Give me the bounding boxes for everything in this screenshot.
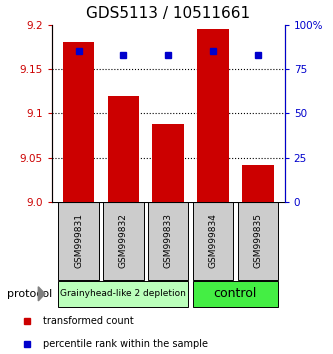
Bar (197, 29, 229, 202)
Bar (58, 281, 188, 307)
Polygon shape (38, 287, 45, 301)
Text: GSM999833: GSM999833 (164, 213, 173, 268)
Bar (193, 202, 233, 280)
Bar (238, 202, 278, 280)
Text: protocol: protocol (7, 289, 52, 299)
Text: Grainyhead-like 2 depletion: Grainyhead-like 2 depletion (60, 289, 186, 298)
Bar (242, 165, 273, 202)
Text: GSM999834: GSM999834 (208, 213, 217, 268)
Bar (103, 202, 144, 280)
Text: control: control (214, 287, 257, 300)
Bar (193, 281, 278, 307)
Bar (108, 96, 139, 202)
Bar (63, 42, 94, 202)
Text: GSM999835: GSM999835 (253, 213, 262, 268)
Bar (148, 202, 188, 280)
Bar (58, 202, 99, 280)
Title: GDS5113 / 10511661: GDS5113 / 10511661 (86, 6, 250, 21)
Text: GSM999831: GSM999831 (74, 213, 83, 268)
Text: percentile rank within the sample: percentile rank within the sample (43, 339, 208, 349)
Text: GSM999832: GSM999832 (119, 213, 128, 268)
Bar (153, 124, 184, 202)
Text: transformed count: transformed count (43, 316, 134, 326)
